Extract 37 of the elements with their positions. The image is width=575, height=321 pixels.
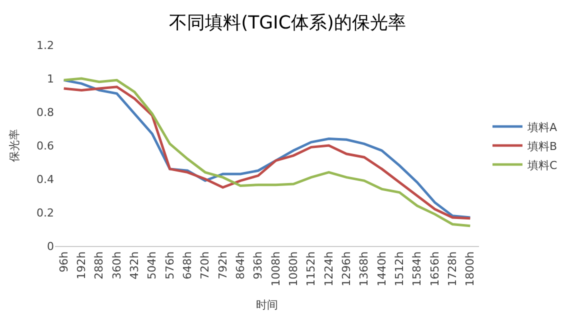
x-tick-label: 720h [198, 251, 212, 280]
y-axis-title: 保光率 [8, 129, 22, 162]
x-tick-label: 1008h [269, 251, 282, 286]
y-tick-label: 0.2 [36, 206, 54, 220]
x-axis-title: 时间 [256, 298, 278, 312]
legend-label: 填料B [526, 140, 558, 153]
y-tick-label: 0.4 [36, 172, 54, 186]
x-tick-label: 1224h [322, 251, 336, 286]
legend-label: 填料C [526, 158, 558, 172]
x-tick-label: 864h [234, 251, 248, 280]
x-tick-label: 1080h [287, 251, 300, 286]
x-tick-label: 192h [75, 251, 88, 280]
x-tick-label: 1656h [428, 251, 442, 286]
y-tick-label: 0 [47, 240, 54, 253]
x-tick-label: 936h [252, 251, 265, 280]
x-tick-label: 1152h [304, 251, 318, 286]
x-tick-label: 1728h [446, 251, 460, 286]
y-tick-label: 1 [47, 72, 54, 86]
x-tick-label: 1296h [340, 251, 354, 286]
legend-label: 填料A [526, 120, 558, 134]
y-tick-label: 0.8 [36, 106, 54, 119]
x-tick-label: 648h [181, 251, 194, 280]
x-tick-label: 288h [92, 251, 106, 280]
x-tick-label: 96h [57, 251, 70, 272]
x-tick-label: 1512h [393, 251, 406, 286]
x-tick-label: 576h [163, 251, 176, 280]
x-tick-label: 1800h [464, 251, 477, 286]
x-tick-label: 792h [216, 251, 230, 280]
x-tick-label: 360h [110, 251, 124, 280]
y-tick-label: 0.6 [36, 139, 54, 152]
chart-title: 不同填料(TGIC体系)的保光率 [169, 12, 406, 34]
x-tick-label: 1368h [358, 251, 371, 286]
x-tick-label: 504h [146, 251, 159, 280]
x-tick-label: 1440h [375, 251, 388, 286]
x-tick-label: 1584h [410, 251, 424, 286]
x-tick-label: 432h [128, 251, 142, 280]
y-tick-label: 1.2 [36, 38, 54, 52]
